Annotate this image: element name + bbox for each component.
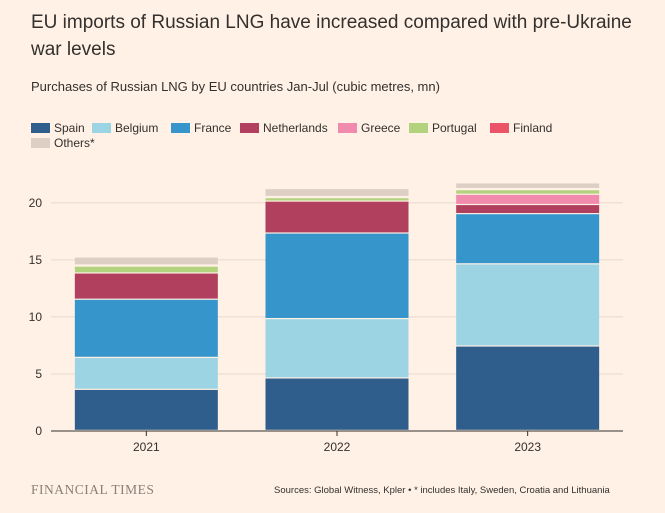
bar-segment-netherlands-2022 (265, 201, 409, 233)
legend-swatch (92, 123, 111, 133)
legend-label: Belgium (115, 121, 159, 135)
bar-segment-portugal-2023 (456, 190, 600, 194)
y-tick-label: 10 (29, 310, 43, 324)
legend-label: Spain (54, 121, 85, 135)
bar-segment-others-2022 (265, 189, 409, 196)
bar-segment-belgium-2022 (265, 319, 409, 378)
legend-label: Portugal (432, 121, 477, 135)
legend-item-others: Others* (31, 136, 95, 150)
chart-subtitle: Purchases of Russian LNG by EU countries… (31, 79, 440, 94)
legend-item-spain: Spain (31, 121, 85, 135)
legend-item-france: France (171, 121, 231, 135)
bar-segment-france-2021 (74, 299, 218, 357)
x-tick-label: 2022 (324, 440, 351, 454)
legend-item-netherlands: Netherlands (240, 121, 328, 135)
bar-segment-portugal-2022 (265, 198, 409, 201)
bar-segment-greece-2023 (456, 194, 600, 204)
bar-segment-belgium-2023 (456, 264, 600, 346)
legend-item-finland: Finland (490, 121, 552, 135)
legend-swatch (338, 123, 357, 133)
bar-segment-spain-2022 (265, 378, 409, 430)
legend-swatch (490, 123, 509, 133)
y-tick-label: 5 (35, 367, 42, 381)
legend-item-portugal: Portugal (409, 121, 477, 135)
source-note: Sources: Global Witness, Kpler • * inclu… (274, 485, 610, 496)
x-tick-label: 2021 (133, 440, 160, 454)
legend-item-greece: Greece (338, 121, 400, 135)
y-tick-label: 0 (35, 424, 42, 438)
x-tick-label: 2023 (514, 440, 541, 454)
bar-segment-netherlands-2021 (74, 273, 218, 299)
bar-segment-netherlands-2023 (456, 205, 600, 214)
legend-swatch (31, 138, 50, 148)
bar-segment-france-2022 (265, 233, 409, 318)
legend-swatch (171, 123, 190, 133)
bar-segment-belgium-2021 (74, 357, 218, 389)
bar-segment-others-2021 (74, 257, 218, 265)
legend-label: Greece (361, 121, 401, 135)
legend-swatch (31, 123, 50, 133)
legend-swatch (240, 123, 259, 133)
legend-swatch (409, 123, 428, 133)
y-tick-label: 15 (29, 253, 43, 267)
bar-segment-others-2023 (456, 183, 600, 188)
y-tick-label: 20 (29, 196, 43, 210)
legend-label: Finland (513, 121, 553, 135)
ft-logo: FINANCIAL TIMES (31, 482, 155, 497)
legend-label: Others* (54, 136, 95, 150)
bar-segment-portugal-2021 (74, 266, 218, 273)
bar-segment-spain-2021 (74, 389, 218, 430)
legend-item-belgium: Belgium (92, 121, 158, 135)
bar-segment-france-2023 (456, 214, 600, 264)
legend-label: France (194, 121, 232, 135)
chart-title: EU imports of Russian LNG have increased… (31, 12, 632, 60)
legend-label: Netherlands (263, 121, 328, 135)
bar-segment-spain-2023 (456, 346, 600, 430)
